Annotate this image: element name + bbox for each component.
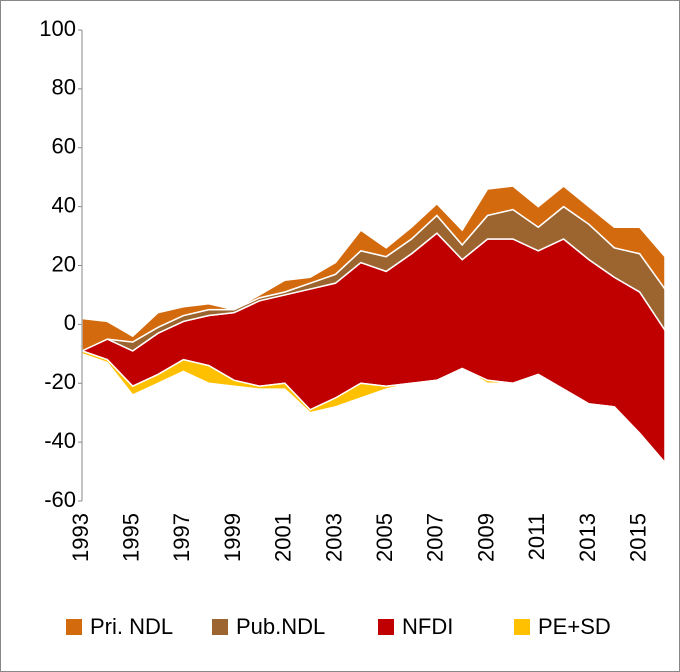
area [81,185,666,353]
y-tick-label: -20 [44,369,76,394]
y-tick-label: -40 [44,428,76,453]
legend-swatch [514,619,530,635]
y-tick-label: 100 [39,16,76,41]
legend-swatch [378,619,394,635]
x-tick-label: 2011 [524,513,549,560]
legend-label: Pri. NDL [90,614,173,639]
y-tick-label: -60 [44,487,76,512]
area [81,349,666,464]
y-tick-label: 80 [52,75,76,100]
x-tick-label: 1993 [68,513,93,562]
x-tick-label: 1997 [169,513,194,562]
x-tick-label: 2009 [473,513,498,562]
y-tick-label: 20 [52,251,76,276]
y-tick-label: 0 [64,310,76,335]
legend-label: Pub.NDL [236,614,325,639]
x-tick-label: 2007 [423,513,448,562]
x-tick-label: 1995 [119,513,144,562]
x-tick-label: 2001 [271,513,296,562]
x-tick-label: 2013 [575,513,600,562]
legend-label: PE+SD [538,614,611,639]
x-tick-label: 2003 [321,513,346,562]
y-tick-label: 40 [52,192,76,217]
legend-swatch [66,619,82,635]
y-tick-label: 60 [52,134,76,159]
legend-swatch [212,619,228,635]
x-tick-label: 1999 [220,513,245,562]
legend-label: NFDI [402,614,453,639]
x-tick-label: 2015 [625,513,650,562]
x-tick-label: 2005 [372,513,397,562]
